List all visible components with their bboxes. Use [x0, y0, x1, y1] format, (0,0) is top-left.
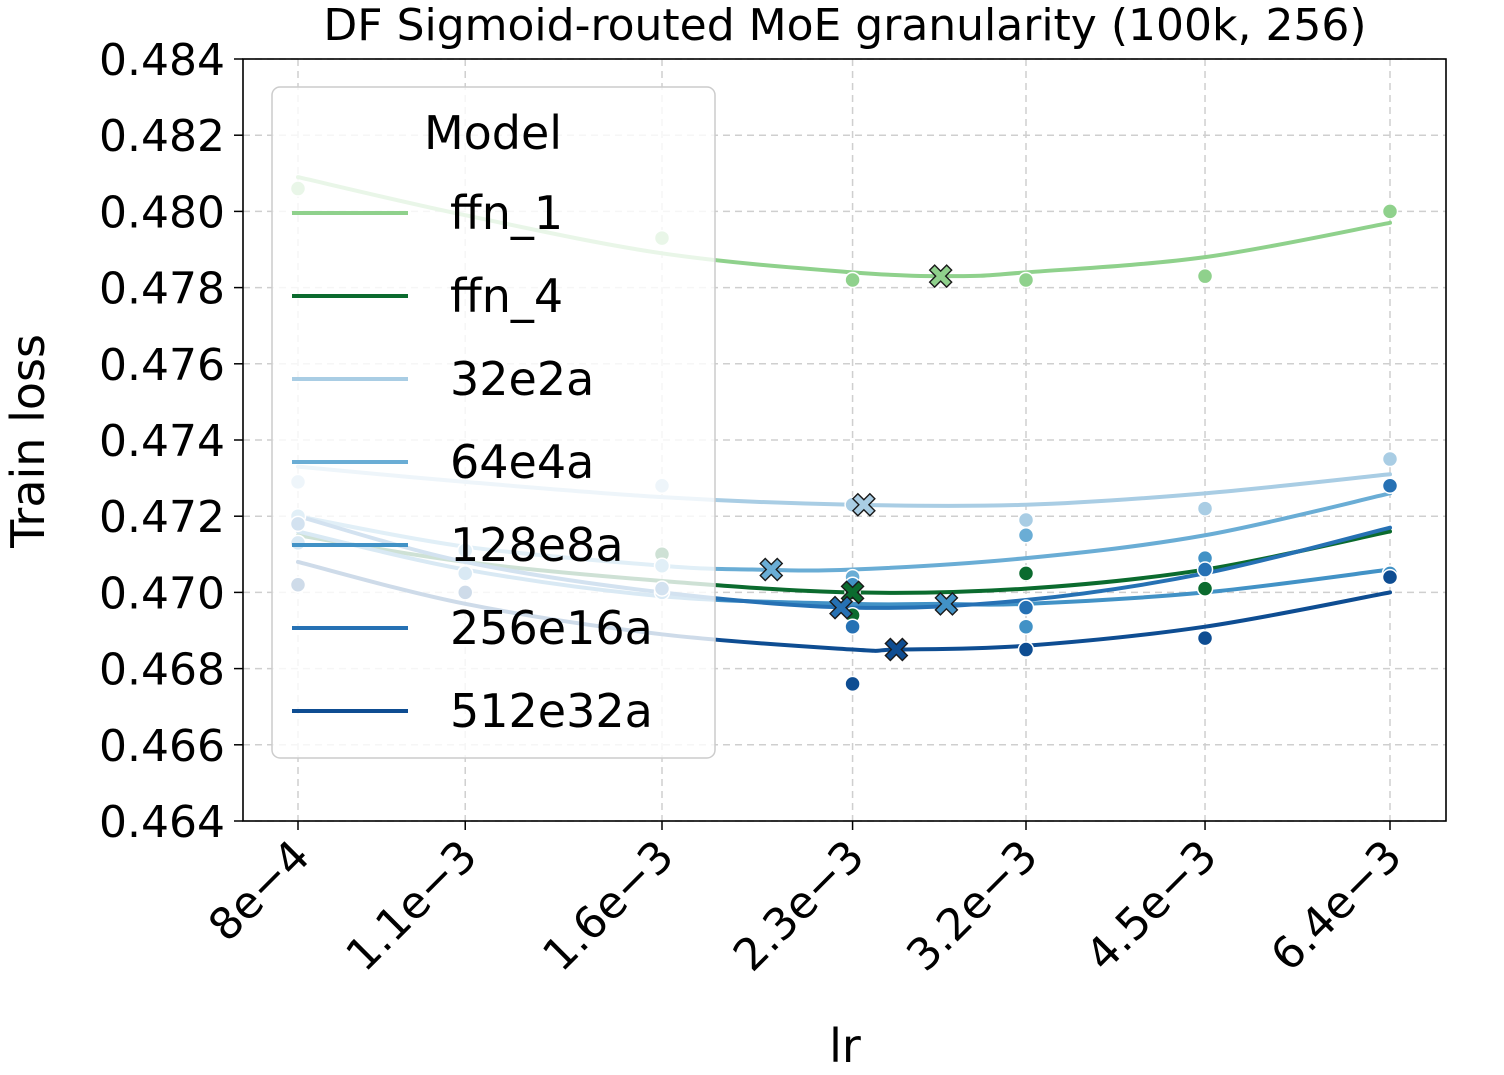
y-tick-label: 0.482	[99, 111, 225, 162]
point-ffn_4	[1017, 565, 1035, 582]
y-tick-label: 0.464	[99, 797, 225, 848]
point-ffn_4	[1196, 580, 1214, 597]
y-tick-label: 0.474	[99, 416, 225, 467]
point-32e2a	[1196, 500, 1214, 517]
y-tick-label: 0.480	[99, 187, 225, 238]
y-tick-label: 0.468	[99, 645, 225, 696]
legend-label-512e32a: 512e32a	[450, 684, 653, 738]
point-512e32a	[1017, 641, 1035, 658]
y-tick-label: 0.466	[99, 721, 225, 772]
legend-label-256e16a: 256e16a	[450, 601, 653, 655]
point-512e32a	[1196, 629, 1214, 647]
point-128e8a	[1017, 618, 1035, 635]
legend: Model ffn_1 ffn_4 32e2a 64e4a 128e8a 256e16a 5…	[271, 86, 716, 759]
min-marker-128e8a	[934, 591, 959, 616]
y-axis: 0.464 0.466 0.468 0.470 0.472 0.474 0.476 0.478…	[99, 35, 243, 848]
y-tick-label: 0.470	[99, 568, 225, 619]
y-axis-title: Train loss	[1, 334, 55, 549]
legend-label-ffn_1: ffn_1	[450, 186, 563, 240]
legend-label-128e8a: 128e8a	[450, 518, 624, 572]
y-tick-label: 0.484	[99, 35, 225, 86]
min-marker-ffn_1	[928, 264, 953, 289]
point-256e16a	[1381, 477, 1399, 494]
point-256e16a	[1017, 599, 1035, 616]
min-marker-32e2a	[851, 492, 876, 517]
min-marker-512e32a	[884, 637, 909, 662]
legend-label-ffn_4: ffn_4	[450, 269, 563, 323]
point-256e16a	[844, 618, 861, 635]
point-ffn_1	[1196, 267, 1214, 285]
legend-label-32e2a: 32e2a	[450, 352, 594, 406]
y-tick-label: 0.476	[99, 340, 225, 391]
min-markers	[759, 264, 959, 662]
legend-box	[271, 86, 716, 759]
point-ffn_1	[1381, 203, 1399, 220]
point-256e16a	[1196, 561, 1214, 578]
point-32e2a	[1017, 511, 1035, 529]
y-tick-label: 0.478	[99, 264, 225, 315]
legend-title: Model	[424, 106, 562, 160]
point-64e4a	[1017, 527, 1035, 544]
point-512e32a	[1381, 568, 1399, 586]
min-marker-64e4a	[759, 557, 784, 582]
point-32e2a	[1381, 450, 1399, 468]
y-tick-label: 0.472	[99, 492, 225, 543]
point-512e32a	[844, 675, 861, 693]
min-marker-256e16a	[829, 595, 854, 620]
point-ffn_1	[1017, 271, 1035, 289]
point-ffn_1	[844, 271, 861, 289]
x-axis-title: lr	[829, 1019, 861, 1073]
chart-title: DF Sigmoid-routed MoE granularity (100k,…	[323, 0, 1366, 51]
legend-label-64e4a: 64e4a	[450, 435, 594, 489]
